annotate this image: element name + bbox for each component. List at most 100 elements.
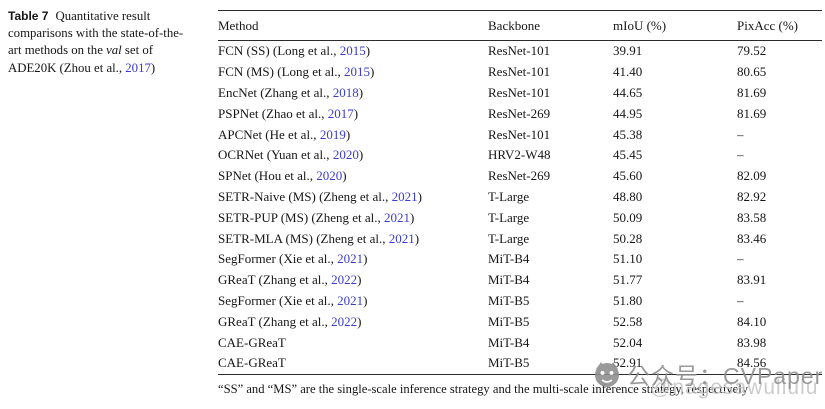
backbone-cell: ResNet-101 <box>488 126 551 142</box>
citation-year-link[interactable]: 2022 <box>331 272 358 288</box>
miou-cell: 45.60 <box>613 168 643 184</box>
method-name: EncNet (Zhang et al., <box>218 84 333 100</box>
method-name: OCRNet (Yuan et al., <box>218 147 333 163</box>
method-name: APCNet (He et al., <box>218 126 320 142</box>
pixacc-cell: – <box>737 147 744 163</box>
method-name: GReaT (Zhang et al., <box>218 313 332 329</box>
table-row: SETR-PUP (MS) (Zheng et al., 2021) T-Lar… <box>218 207 822 228</box>
pixacc-cell: 82.09 <box>737 168 767 184</box>
col-header-pixacc: PixAcc (%) <box>737 10 822 41</box>
miou-cell: 50.09 <box>613 209 643 225</box>
method-close-paren: ) <box>414 230 420 246</box>
method-name: FCN (SS) (Long et al., <box>218 43 340 59</box>
backbone-cell: MiT-B4 <box>488 334 530 350</box>
method-cell: SETR-PUP (MS) (Zheng et al., 2021) <box>218 207 488 228</box>
pixacc-cell: – <box>737 251 744 267</box>
method-name: GReaT (Zhang et al., <box>218 272 332 288</box>
citation-year-link[interactable]: 2021 <box>337 292 364 308</box>
caption-text-2: set of ADE20K (Zhou et al., <box>8 43 154 75</box>
table-row: GReaT (Zhang et al., 2022) MiT-B4 51.77 … <box>218 270 822 291</box>
table-row: SegFormer (Xie et al., 2021) MiT-B4 51.1… <box>218 249 822 270</box>
miou-cell: 52.91 <box>613 355 643 371</box>
method-close-paren: ) <box>417 188 422 204</box>
miou-cell: 44.65 <box>613 84 643 100</box>
table-row: CAE-GReaT MiT-B5 52.91 84.56 <box>218 353 822 374</box>
method-close-paren: ) <box>353 105 359 121</box>
miou-cell: 51.10 <box>613 251 643 267</box>
method-cell: GReaT (Zhang et al., 2022) <box>218 311 488 332</box>
method-close-paren: ) <box>409 209 415 225</box>
caption-text-1: Quantitative result comparisons with the… <box>8 9 184 58</box>
citation-year-link[interactable]: 2021 <box>337 251 364 267</box>
backbone-cell: ResNet-269 <box>488 105 551 121</box>
table-row: PSPNet (Zhao et al., 2017) ResNet-269 44… <box>218 103 822 124</box>
method-close-paren: ) <box>357 313 362 329</box>
backbone-cell: T-Large <box>488 209 530 225</box>
table-row: GReaT (Zhang et al., 2022) MiT-B5 52.58 … <box>218 311 822 332</box>
backbone-cell: MiT-B4 <box>488 272 530 288</box>
citation-year-link[interactable]: 2015 <box>344 64 371 80</box>
pixacc-cell: – <box>737 126 744 142</box>
col-header-miou: mIoU (%) <box>613 10 737 41</box>
pixacc-cell: 80.65 <box>737 64 767 80</box>
citation-year-link[interactable]: 2021 <box>388 230 415 246</box>
citation-year-link[interactable]: 2015 <box>339 43 366 59</box>
citation-year-link[interactable]: 2020 <box>316 168 343 184</box>
method-name: SETR-Naive (MS) (Zheng et al., <box>218 188 392 204</box>
backbone-cell: ResNet-101 <box>488 84 551 100</box>
citation-year-link[interactable]: 2017 <box>327 105 354 121</box>
pixacc-cell: 83.98 <box>737 334 767 350</box>
table-row: EncNet (Zhang et al., 2018) ResNet-101 4… <box>218 83 822 104</box>
pixacc-cell: 84.10 <box>737 313 767 329</box>
table-row: SETR-MLA (MS) (Zheng et al., 2021) T-Lar… <box>218 228 822 249</box>
method-cell: CAE-GReaT <box>218 353 488 374</box>
table-footnote: “SS” and “MS” are the single-scale infer… <box>218 382 748 396</box>
table-row: SETR-Naive (MS) (Zheng et al., 2021) T-L… <box>218 187 822 208</box>
citation-year-link[interactable]: 2022 <box>331 313 358 329</box>
method-cell: OCRNet (Yuan et al., 2020) <box>218 145 488 166</box>
citation-year-link[interactable]: 2018 <box>332 84 359 100</box>
miou-cell: 51.80 <box>613 292 643 308</box>
method-close-paren: ) <box>357 272 362 288</box>
miou-cell: 48.80 <box>613 188 643 204</box>
citation-year-link[interactable]: 2021 <box>383 209 410 225</box>
table-body: FCN (SS) (Long et al., 2015) ResNet-101 … <box>218 41 822 375</box>
method-name: SPNet (Hou et al., <box>218 168 317 184</box>
method-cell: FCN (MS) (Long et al., 2015) <box>218 62 488 83</box>
backbone-cell: MiT-B5 <box>488 355 530 371</box>
method-cell: EncNet (Zhang et al., 2018) <box>218 83 488 104</box>
miou-cell: 45.38 <box>613 126 643 142</box>
method-name: SETR-MLA (MS) (Zheng et al., <box>218 230 389 246</box>
pixacc-cell: 81.69 <box>737 84 767 100</box>
method-name: CAE-GReaT <box>218 355 286 371</box>
method-name: CAE-GReaT <box>218 334 286 350</box>
caption-citation-year-link[interactable]: 2017 <box>125 60 151 75</box>
table-row: FCN (SS) (Long et al., 2015) ResNet-101 … <box>218 41 822 62</box>
method-close-paren: ) <box>358 84 364 100</box>
method-cell: SETR-MLA (MS) (Zheng et al., 2021) <box>218 228 488 249</box>
method-cell: APCNet (He et al., 2019) <box>218 124 488 145</box>
method-name: FCN (MS) (Long et al., <box>218 64 345 80</box>
pixacc-cell: 84.56 <box>737 355 767 371</box>
citation-year-link[interactable]: 2019 <box>319 126 346 142</box>
table-row: SegFormer (Xie et al., 2021) MiT-B5 51.8… <box>218 291 822 312</box>
col-header-backbone: Backbone <box>488 10 613 41</box>
table-row: OCRNet (Yuan et al., 2020) HRV2-W48 45.4… <box>218 145 822 166</box>
method-close-paren: ) <box>370 64 375 80</box>
method-name: PSPNet (Zhao et al., <box>218 105 328 121</box>
method-close-paren: ) <box>363 292 368 308</box>
miou-cell: 52.04 <box>613 334 643 350</box>
caption-text-3: ) <box>150 60 156 75</box>
table-row: APCNet (He et al., 2019) ResNet-101 45.3… <box>218 124 822 145</box>
citation-year-link[interactable]: 2020 <box>332 147 359 163</box>
citation-year-link[interactable]: 2021 <box>391 188 418 204</box>
miou-cell: 44.95 <box>613 105 643 121</box>
pixacc-cell: – <box>737 292 744 308</box>
miou-cell: 51.77 <box>613 272 643 288</box>
method-close-paren: ) <box>345 126 351 142</box>
backbone-cell: MiT-B5 <box>488 313 530 329</box>
table-row: FCN (MS) (Long et al., 2015) ResNet-101 … <box>218 62 822 83</box>
backbone-cell: ResNet-101 <box>488 64 551 80</box>
method-cell: SPNet (Hou et al., 2020) <box>218 166 488 187</box>
table-caption: Table 7 Quantitative result comparisons w… <box>8 8 192 77</box>
